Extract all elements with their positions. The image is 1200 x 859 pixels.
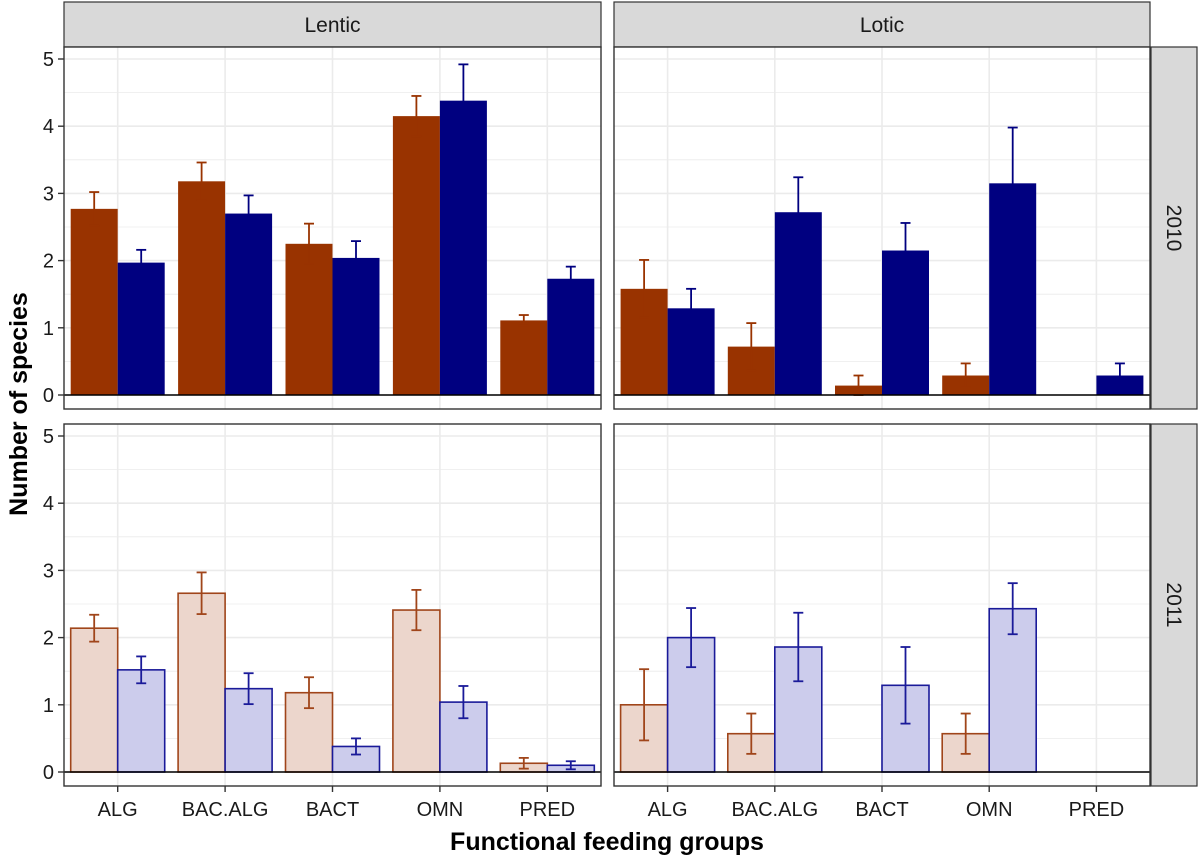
bar-series1-alg xyxy=(69,627,119,773)
error-bar-series1-bact xyxy=(304,676,314,710)
bar-series1-bact xyxy=(285,243,333,395)
x-axis-title: Functional feeding groups xyxy=(450,828,764,856)
error-bar-series2-bac-alg xyxy=(243,672,254,706)
error-bar-series2-alg xyxy=(686,287,697,329)
y-tick-label: 1 xyxy=(43,695,54,717)
error-bar-series2-omn xyxy=(1007,126,1018,240)
error-bar-series2-bac-alg xyxy=(793,176,804,249)
error-bar-series2-omn xyxy=(1007,582,1018,636)
error-bar-series1-alg xyxy=(89,191,100,227)
bar-series2-pred xyxy=(547,278,595,395)
bar-series1-omn xyxy=(392,116,440,396)
panel-border xyxy=(613,46,1151,410)
error-bar-series1-bac-alg xyxy=(746,322,757,372)
panel-lotic-2010 xyxy=(613,46,1151,410)
error-bar-series1-pred xyxy=(518,314,529,327)
panel-border xyxy=(63,46,602,410)
bar-series1-omn xyxy=(392,609,441,773)
y-tick-label: 5 xyxy=(43,426,54,448)
error-bar-series2-alg xyxy=(136,655,147,685)
error-bar-series2-omn xyxy=(458,63,469,138)
error-bar-series1-bac-alg xyxy=(196,161,207,202)
y-tick-label: 0 xyxy=(43,762,54,784)
bar-series2-omn xyxy=(439,100,487,395)
y-tick-label: 1 xyxy=(43,318,54,340)
column-strip-label-lotic: Lotic xyxy=(860,14,904,37)
y-tick-label: 3 xyxy=(43,560,54,582)
x-tick-label-omn: OMN xyxy=(966,799,1013,821)
error-bar-series1-alg xyxy=(89,613,100,643)
x-tick-label-pred: PRED xyxy=(520,799,576,821)
x-axis-tick-labels: ALG BAC.ALG BACT OMN PRED ALG BAC.ALG BACT OMN PR… xyxy=(98,786,1125,821)
error-bar-series1-bact xyxy=(304,222,314,265)
y-tick-label: 3 xyxy=(43,183,54,205)
panel-lotic-2011 xyxy=(613,423,1151,787)
row-strip-2011: 2011 xyxy=(1150,423,1198,787)
column-strip-lotic: Lotic xyxy=(613,1,1151,48)
x-tick-label-bac-alg: BAC.ALG xyxy=(731,799,818,821)
bar-series1-bac-alg xyxy=(178,181,226,395)
error-bar-series1-bac-alg xyxy=(196,571,207,615)
y-tick-label: 0 xyxy=(43,385,54,407)
x-tick-label-bact: BACT xyxy=(855,799,908,821)
error-bar-series1-alg xyxy=(639,259,650,319)
error-bar-series2-pred xyxy=(565,265,576,292)
x-tick-label-omn: OMN xyxy=(417,799,464,821)
error-bar-series2-bact xyxy=(351,737,361,756)
error-bar-series1-alg xyxy=(639,668,650,742)
error-bar-series2-bact xyxy=(900,222,911,279)
error-bar-series2-alg xyxy=(686,607,697,669)
error-bar-series2-bac-alg xyxy=(243,194,254,233)
facet-panels xyxy=(63,46,1151,787)
y-tick-label: 2 xyxy=(43,628,54,650)
error-bar-series2-pred xyxy=(1114,362,1125,389)
error-bar-series1-omn xyxy=(411,588,422,632)
error-bar-series1-omn xyxy=(960,362,971,389)
error-bar-series2-bact xyxy=(900,646,911,725)
error-bar-series1-pred xyxy=(518,756,529,770)
error-bar-series1-bac-alg xyxy=(746,712,757,755)
bar-series2-bact xyxy=(332,257,380,395)
row-strip-2010: 2010 xyxy=(1150,46,1198,410)
error-bar-series2-bac-alg xyxy=(793,611,804,683)
x-tick-label-bact: BACT xyxy=(306,799,359,821)
x-tick-label-alg: ALG xyxy=(648,799,688,821)
error-bar-series2-alg xyxy=(136,248,147,277)
error-bar-series2-omn xyxy=(458,685,469,720)
x-tick-label-pred: PRED xyxy=(1069,799,1125,821)
y-tick-label: 4 xyxy=(43,493,54,515)
x-tick-label-bac-alg: BAC.ALG xyxy=(182,799,269,821)
bar-series2-bac-alg xyxy=(225,213,273,395)
y-axis-title: Number of species xyxy=(5,292,33,516)
row-strip-label-2011: 2011 xyxy=(1162,582,1185,627)
x-tick-label-alg: ALG xyxy=(98,799,138,821)
column-strip-lentic: Lentic xyxy=(63,1,602,48)
y-tick-label: 5 xyxy=(43,49,54,71)
column-strip-label-lentic: Lentic xyxy=(304,14,360,37)
bar-series2-alg xyxy=(117,262,165,395)
bar-series1-pred xyxy=(500,320,548,395)
panel-lentic-2010 xyxy=(63,46,602,410)
error-bar-series1-omn xyxy=(960,712,971,755)
bar-series1-bac-alg xyxy=(177,592,226,773)
bar-series2-alg xyxy=(116,669,166,773)
error-bar-series1-omn xyxy=(411,95,422,138)
y-axis-tick-labels: 0 1 2 3 4 5 0 1 2 3 4 5 xyxy=(43,49,64,784)
bar-series1-alg xyxy=(70,208,118,395)
y-tick-label: 2 xyxy=(43,251,54,273)
panel-lentic-2011 xyxy=(63,423,602,787)
y-tick-label: 4 xyxy=(43,116,54,138)
row-strip-label-2010: 2010 xyxy=(1162,205,1185,252)
error-bar-series2-pred xyxy=(565,760,576,771)
error-bar-series2-bact xyxy=(351,240,361,276)
